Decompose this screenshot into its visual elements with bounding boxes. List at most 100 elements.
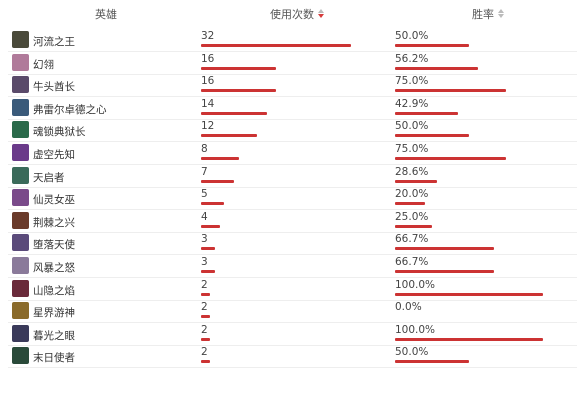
hero-name[interactable]: 牛头酋长 <box>33 81 75 94</box>
hero-name[interactable]: 弗雷尔卓德之心 <box>33 103 107 116</box>
table-row: 牛头酋长 16 75.0% <box>0 75 585 98</box>
uses-bar <box>201 270 216 273</box>
row-divider <box>8 322 577 324</box>
hero-avatar[interactable] <box>12 347 29 365</box>
hero-name[interactable]: 末日使者 <box>33 352 75 365</box>
winrate-bar <box>395 89 506 93</box>
table-row: 弗雷尔卓德之心 14 42.9% <box>0 98 585 120</box>
row-divider <box>8 186 577 188</box>
uses-count: 16 <box>201 75 215 88</box>
uses-bar <box>201 360 211 364</box>
uses-count: 4 <box>201 210 208 223</box>
uses-count: 3 <box>201 233 208 246</box>
table-row: 仙灵女巫 5 20.0% <box>0 188 585 211</box>
winrate-bar <box>395 179 438 183</box>
winrate-bar <box>395 44 469 47</box>
hero-name[interactable]: 风暴之怒 <box>33 262 75 274</box>
row-divider <box>8 96 577 98</box>
column-header-uses-label: 使用次数 <box>270 8 314 21</box>
uses-bar <box>201 89 276 93</box>
hero-name[interactable]: 暮光之眼 <box>33 329 75 342</box>
hero-avatar[interactable] <box>12 257 29 274</box>
hero-avatar[interactable] <box>12 98 29 116</box>
winrate-value: 66.7% <box>395 233 429 246</box>
table-row: 荆棘之兴 4 25.0% <box>0 211 585 233</box>
hero-avatar[interactable] <box>12 279 29 297</box>
winrate-bar <box>395 270 494 273</box>
uses-bar <box>201 315 211 319</box>
row-divider <box>8 51 577 52</box>
winrate-value: 50.0% <box>395 30 429 42</box>
table-row: 幻翎 16 56.2% <box>0 53 585 75</box>
table-row: 暮光之眼 2 100.0% <box>0 324 585 346</box>
table-header: 英雄 使用次数 胜率 <box>0 0 585 26</box>
winrate-bar <box>395 66 479 70</box>
uses-bar <box>201 111 267 115</box>
sort-icon[interactable] <box>498 9 505 19</box>
hero-avatar[interactable] <box>12 302 29 320</box>
hero-avatar[interactable] <box>12 31 29 48</box>
winrate-bar <box>395 247 494 251</box>
uses-bar <box>201 44 351 47</box>
winrate-value: 75.0% <box>395 75 429 88</box>
hero-avatar[interactable] <box>12 121 29 139</box>
hero-name[interactable]: 魂锁典狱长 <box>33 126 86 139</box>
winrate-bar <box>395 292 543 296</box>
uses-bar <box>201 247 216 251</box>
uses-count: 3 <box>201 256 208 268</box>
row-divider <box>8 118 577 120</box>
hero-name[interactable]: 荆棘之兴 <box>33 216 75 229</box>
hero-name[interactable]: 山隐之焰 <box>33 284 75 297</box>
hero-avatar[interactable] <box>12 189 29 207</box>
row-divider <box>8 141 577 143</box>
table-row: 末日使者 2 50.0% <box>0 346 585 369</box>
table-row: 风暴之怒 3 66.7% <box>0 256 585 278</box>
hero-name[interactable]: 河流之王 <box>33 36 75 48</box>
uses-count: 2 <box>201 323 208 336</box>
hero-name[interactable]: 幻翎 <box>33 58 54 71</box>
hero-avatar[interactable] <box>12 234 29 252</box>
hero-name[interactable]: 星界游神 <box>33 307 75 320</box>
uses-count: 12 <box>201 120 215 133</box>
hero-avatar[interactable] <box>12 324 29 342</box>
row-divider <box>8 254 577 256</box>
table-row: 魂锁典狱长 12 50.0% <box>0 120 585 143</box>
hero-name[interactable]: 仙灵女巫 <box>33 194 75 207</box>
winrate-value: 20.0% <box>395 188 429 201</box>
table-row: 山隐之焰 2 100.0% <box>0 279 585 301</box>
winrate-bar <box>395 202 425 206</box>
row-divider <box>8 277 577 278</box>
table-row: 星界游神 2 0.0% <box>0 301 585 324</box>
table-row: 天启者 7 28.6% <box>0 166 585 188</box>
uses-count: 16 <box>201 52 215 65</box>
uses-bar <box>201 292 211 296</box>
uses-count: 8 <box>201 143 208 155</box>
uses-count: 32 <box>201 30 215 42</box>
winrate-value: 0.0% <box>395 301 422 314</box>
hero-name[interactable]: 虚空先知 <box>33 149 75 161</box>
hero-avatar[interactable] <box>12 144 29 161</box>
winrate-value: 100.0% <box>395 278 436 291</box>
uses-count: 2 <box>201 301 208 314</box>
row-divider <box>8 299 577 301</box>
uses-count: 5 <box>201 188 208 201</box>
uses-bar <box>201 134 258 138</box>
column-header-winrate[interactable]: 胜率 <box>472 6 505 22</box>
winrate-value: 42.9% <box>395 97 429 110</box>
row-divider <box>8 164 577 165</box>
hero-avatar[interactable] <box>12 53 29 71</box>
winrate-value: 50.0% <box>395 346 429 359</box>
row-divider <box>8 344 577 346</box>
uses-bar <box>201 202 225 206</box>
hero-avatar[interactable] <box>12 76 29 94</box>
winrate-value: 50.0% <box>395 120 429 133</box>
winrate-bar <box>395 157 506 160</box>
hero-avatar[interactable] <box>12 211 29 229</box>
hero-name[interactable]: 天启者 <box>33 171 65 184</box>
uses-count: 2 <box>201 278 208 291</box>
sort-desc-icon[interactable] <box>318 9 325 19</box>
column-header-hero: 英雄 <box>95 8 117 21</box>
hero-name[interactable]: 堕落天使 <box>33 239 75 252</box>
hero-avatar[interactable] <box>12 166 29 184</box>
column-header-uses[interactable]: 使用次数 <box>270 6 325 22</box>
